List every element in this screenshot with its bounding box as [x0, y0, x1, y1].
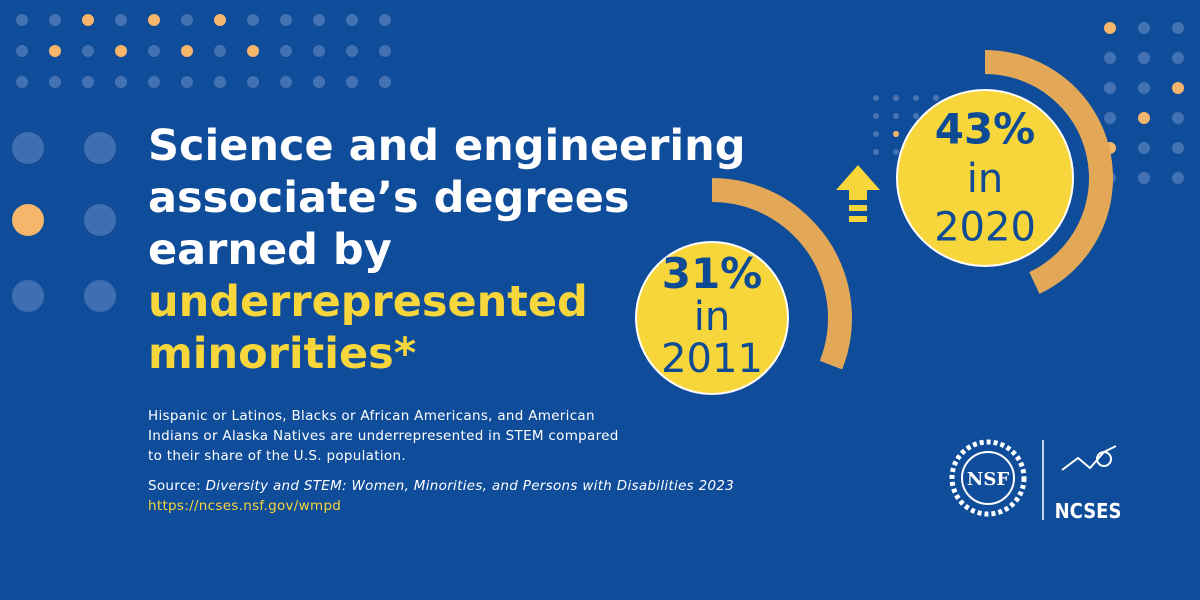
- value-arc: [712, 178, 852, 370]
- dot: [1172, 52, 1184, 64]
- dot: [313, 45, 325, 57]
- dot: [346, 45, 358, 57]
- dot: [115, 45, 127, 57]
- dot: [280, 14, 292, 26]
- dot: [1138, 142, 1150, 154]
- dot: [214, 14, 226, 26]
- big-dot: [12, 204, 44, 236]
- dot: [1138, 52, 1150, 64]
- ncses-text: NCSES: [1055, 499, 1122, 523]
- dot: [913, 95, 919, 101]
- dot: [82, 45, 94, 57]
- dot: [379, 45, 391, 57]
- dot: [1104, 112, 1116, 124]
- dot: [873, 113, 879, 119]
- dot: [49, 14, 61, 26]
- dot: [247, 14, 259, 26]
- source-url: https://ncses.nsf.gov/wmpd: [148, 498, 341, 514]
- arrow: [836, 165, 880, 222]
- dot: [1172, 22, 1184, 34]
- source-prefix: Source:: [148, 478, 201, 494]
- ncses-logo: NCSES: [1055, 445, 1122, 523]
- big-dot: [84, 280, 116, 312]
- stat-year: 2020: [934, 205, 1036, 251]
- dot: [873, 149, 879, 155]
- dot: [49, 76, 61, 88]
- nsf-text: NSF: [967, 469, 1009, 490]
- nsf-logo: NSF: [949, 439, 1027, 517]
- dot: [115, 14, 127, 26]
- headline-line: Science and engineering: [148, 121, 746, 171]
- dot: [49, 45, 61, 57]
- footnote-line: to their share of the U.S. population.: [148, 448, 406, 464]
- dot: [181, 14, 193, 26]
- dot: [893, 95, 899, 101]
- dot: [214, 45, 226, 57]
- dot: [379, 76, 391, 88]
- dot: [1104, 82, 1116, 94]
- dot: [1172, 82, 1184, 94]
- big-dot: [84, 204, 116, 236]
- dot: [82, 14, 94, 26]
- dot: [913, 113, 919, 119]
- headline-highlight: underrepresented: [148, 277, 588, 327]
- big-dot: [12, 132, 44, 164]
- dot: [181, 76, 193, 88]
- stat-value: 31%: [662, 249, 763, 298]
- dot: [346, 76, 358, 88]
- dot: [148, 45, 160, 57]
- dot: [1104, 52, 1116, 64]
- source-title: Diversity and STEM: Women, Minorities, a…: [206, 478, 735, 494]
- dot: [247, 45, 259, 57]
- dot: [313, 76, 325, 88]
- dot: [148, 14, 160, 26]
- source: Source: Diversity and STEM: Women, Minor…: [148, 478, 734, 494]
- dot: [893, 131, 899, 137]
- headline-highlight: minorities*: [148, 329, 416, 379]
- dot: [893, 113, 899, 119]
- stat-year: 2011: [661, 336, 763, 382]
- headline-line: associate’s degrees: [148, 173, 629, 223]
- dot: [893, 149, 899, 155]
- dot: [1172, 172, 1184, 184]
- headline-line: earned by: [148, 225, 392, 275]
- dot: [181, 45, 193, 57]
- dot: [280, 76, 292, 88]
- dot: [313, 14, 325, 26]
- stat-circle: [635, 241, 789, 395]
- dot: [280, 45, 292, 57]
- dot: [148, 76, 160, 88]
- dot: [1172, 142, 1184, 154]
- dot: [1172, 112, 1184, 124]
- dot: [16, 45, 28, 57]
- dot: [247, 76, 259, 88]
- stat-value: 43%: [935, 104, 1036, 153]
- dot: [873, 95, 879, 101]
- dot: [1138, 22, 1150, 34]
- dot: [933, 95, 939, 101]
- footnote-line: Indians or Alaska Natives are underrepre…: [148, 428, 619, 444]
- big-dot: [84, 132, 116, 164]
- stat-circle: [896, 89, 1074, 267]
- big-dot: [12, 280, 44, 312]
- dot: [16, 14, 28, 26]
- stat-connector: in: [694, 294, 730, 340]
- dot: [346, 14, 358, 26]
- dot: [82, 76, 94, 88]
- dot: [873, 131, 879, 137]
- dot: [214, 76, 226, 88]
- dot: [1138, 172, 1150, 184]
- dot: [1138, 82, 1150, 94]
- dot: [379, 14, 391, 26]
- dot: [1104, 22, 1116, 34]
- stat-connector: in: [967, 156, 1003, 202]
- footnote-line: Hispanic or Latinos, Blacks or African A…: [148, 408, 595, 424]
- dot: [16, 76, 28, 88]
- dot: [115, 76, 127, 88]
- dot: [1138, 112, 1150, 124]
- value-arc: [985, 50, 1113, 294]
